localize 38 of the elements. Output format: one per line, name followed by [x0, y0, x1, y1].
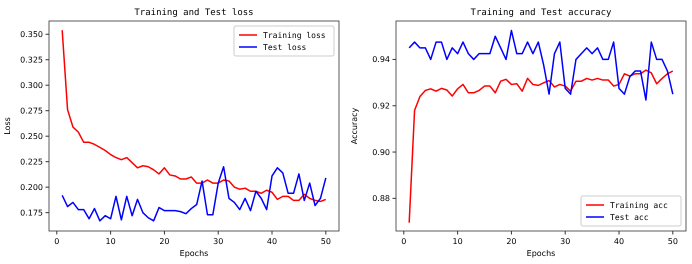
x-tick-label: 40	[266, 237, 278, 246]
y-tick-label: 0.94	[372, 55, 390, 64]
y-axis-title: Accuracy	[350, 107, 359, 144]
y-tick-label: 0.175	[20, 208, 43, 218]
y-axis-title: Loss	[3, 117, 12, 135]
chart-title: Training and Test loss	[134, 8, 254, 18]
x-tick-label: 20	[506, 237, 516, 246]
x-tick-label: 0	[401, 237, 406, 246]
x-tick-label: 40	[614, 237, 624, 246]
y-tick-label: 0.275	[20, 106, 43, 116]
x-tick-label: 30	[560, 237, 570, 246]
x-tick-label: 0	[54, 237, 60, 246]
y-tick-label: 0.250	[20, 132, 43, 141]
line-series	[61, 29, 327, 202]
line-series	[61, 166, 327, 222]
x-tick-label: 20	[159, 237, 170, 246]
legend-label: Test acc	[610, 212, 649, 222]
x-tick-label: 10	[452, 237, 463, 246]
legend-label: Training loss	[263, 30, 326, 40]
x-tick-label: 50	[320, 237, 331, 246]
chart-title: Training and Test accuracy	[470, 8, 612, 18]
x-tick-label: 30	[213, 237, 224, 246]
y-tick-label: 0.225	[20, 157, 43, 166]
y-tick-label: 0.300	[20, 81, 43, 90]
line-series	[408, 30, 674, 101]
y-tick-label: 0.350	[20, 30, 43, 40]
y-tick-label: 0.325	[20, 56, 43, 65]
x-axis-title: Epochs	[526, 249, 556, 258]
x-tick-label: 50	[668, 237, 678, 246]
y-tick-label: 0.88	[372, 194, 390, 204]
legend-label: Test loss	[263, 42, 307, 52]
y-tick-label: 0.200	[20, 182, 43, 192]
x-tick-label: 10	[106, 237, 116, 246]
line-series	[408, 69, 674, 224]
legend-label: Training acc	[610, 200, 668, 210]
y-tick-label: 0.90	[372, 148, 390, 157]
y-tick-label: 0.92	[372, 102, 390, 111]
x-axis-title: Epochs	[180, 249, 208, 258]
